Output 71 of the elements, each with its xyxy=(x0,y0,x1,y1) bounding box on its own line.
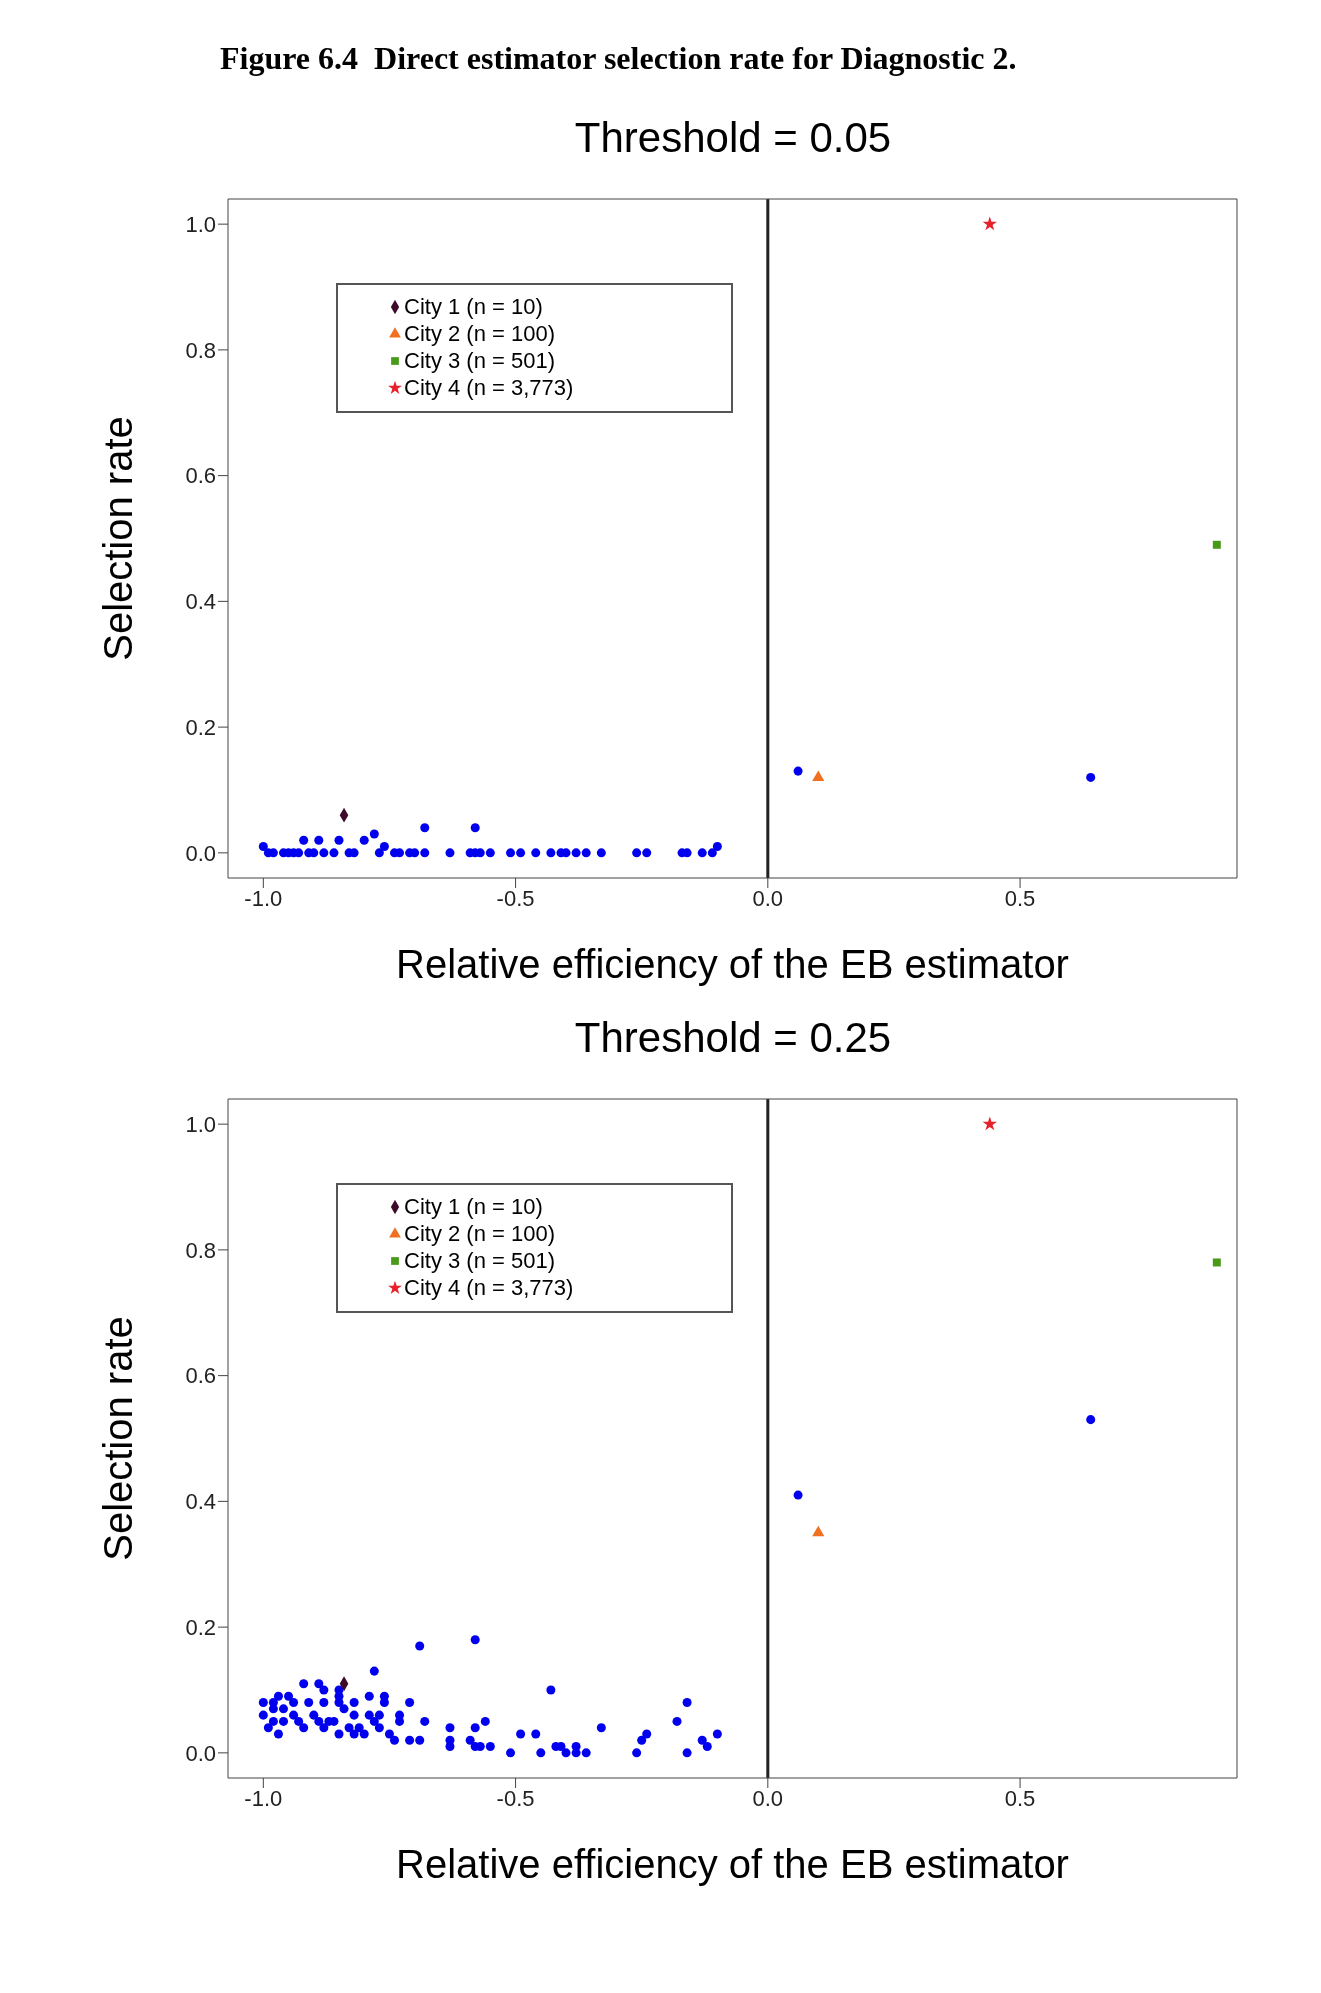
x-tick-label: 0.0 xyxy=(752,885,784,911)
chart-title: Threshold = 0.05 xyxy=(573,113,893,163)
point xyxy=(374,848,384,858)
x-tick-label: 0.5 xyxy=(1004,885,1036,911)
point xyxy=(379,842,389,852)
point xyxy=(707,848,717,858)
point xyxy=(369,829,379,839)
x-tick-label: -0.5 xyxy=(496,885,535,911)
point xyxy=(632,848,642,858)
y-tick-label: 0.2 xyxy=(185,714,216,740)
legend-label: City 3 (n = 501) xyxy=(404,347,556,374)
point xyxy=(1212,1258,1221,1267)
point xyxy=(319,848,329,858)
point xyxy=(516,848,526,858)
point xyxy=(697,848,707,858)
y-tick-label: 0.0 xyxy=(185,840,216,866)
point xyxy=(445,848,455,858)
point xyxy=(334,835,344,845)
legend-label: City 2 (n = 100) xyxy=(404,320,556,347)
x-tick-label: 0.5 xyxy=(1004,1785,1036,1811)
y-tick-label: 0.4 xyxy=(185,1489,216,1515)
point xyxy=(395,848,405,858)
point xyxy=(581,848,591,858)
point xyxy=(329,848,339,858)
y-tick-label: 0.4 xyxy=(185,589,216,615)
point xyxy=(420,823,430,833)
point xyxy=(982,216,997,231)
point xyxy=(596,848,606,858)
legend-label: City 1 (n = 10) xyxy=(404,1193,543,1220)
legend-label: City 2 (n = 100) xyxy=(404,1220,556,1247)
point xyxy=(812,770,825,781)
point xyxy=(531,848,541,858)
y-tick-label: 0.8 xyxy=(185,337,216,363)
point xyxy=(571,848,581,858)
point xyxy=(258,842,268,852)
y-tick-label: 0.0 xyxy=(185,1740,216,1766)
y-tick-label: 1.0 xyxy=(185,1111,216,1137)
point xyxy=(359,835,369,845)
x-tick-label: -1.0 xyxy=(244,1785,283,1811)
x-tick-label: 0.0 xyxy=(752,1785,784,1811)
point xyxy=(420,848,430,858)
y-tick-label: 0.8 xyxy=(185,1237,216,1263)
legend-label: City 1 (n = 10) xyxy=(404,293,543,320)
point xyxy=(642,848,652,858)
y-axis-title: Selection rate xyxy=(96,1316,141,1561)
x-tick-label: -1.0 xyxy=(244,885,283,911)
y-tick-label: 1.0 xyxy=(185,211,216,237)
point xyxy=(812,1525,825,1537)
point xyxy=(793,766,803,776)
y-tick-label: 0.6 xyxy=(185,1363,216,1389)
point xyxy=(1086,772,1096,782)
point xyxy=(470,823,480,833)
point xyxy=(712,842,722,852)
x-tick-label: -0.5 xyxy=(496,1785,535,1811)
point xyxy=(506,848,516,858)
y-axis-title: Selection rate xyxy=(96,416,141,661)
point xyxy=(299,835,309,845)
x-axis-title: Relative efficiency of the EB estimator xyxy=(396,1842,1069,1886)
point xyxy=(982,1116,997,1131)
x-axis-title: Relative efficiency of the EB estimator xyxy=(396,942,1069,986)
legend-label: City 3 (n = 501) xyxy=(404,1247,556,1274)
chart-title: Threshold = 0.25 xyxy=(573,1013,893,1063)
legend-label: City 4 (n = 3,773) xyxy=(404,374,574,401)
y-tick-label: 0.6 xyxy=(185,463,216,489)
point xyxy=(546,848,556,858)
point xyxy=(485,848,495,858)
point xyxy=(314,835,324,845)
caption: Figure 6.4 Direct estimator selection rate for Diagnostic 2. xyxy=(219,39,1018,78)
point xyxy=(1212,540,1221,549)
y-tick-label: 0.2 xyxy=(185,1614,216,1640)
legend-label: City 4 (n = 3,773) xyxy=(404,1274,574,1301)
